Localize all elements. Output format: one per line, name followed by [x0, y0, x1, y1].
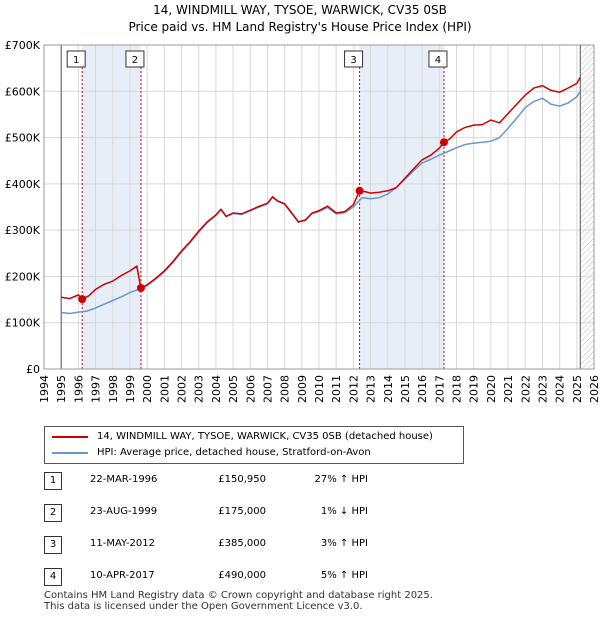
sale-point	[439, 138, 448, 147]
shaded-period	[359, 45, 444, 369]
sale-marker-box	[125, 50, 145, 68]
chart-subtitle: Price paid vs. HM Land Registry's House …	[128, 20, 471, 34]
sale-row: 1 22-MAR-1996 £150,950 27% ↑ HPI	[44, 472, 444, 490]
x-tick-label: 2021	[502, 375, 515, 403]
sale-marker-box	[66, 50, 86, 68]
legend: 14, WINDMILL WAY, TYSOE, WARWICK, CV35 0…	[44, 426, 464, 464]
x-tick-label: 2013	[365, 375, 378, 403]
sale-row: 4 10-APR-2017 £490,000 5% ↑ HPI	[44, 568, 444, 586]
x-tick-label: 2015	[399, 375, 412, 403]
sale-hpi-diff: 5% ↑ HPI	[320, 570, 368, 581]
sale-point	[136, 284, 145, 292]
legend-label-hpi: HPI: Average price, detached house, Stra…	[97, 447, 371, 458]
y-tick-label: £200K	[5, 270, 41, 283]
chart-title: 14, WINDMILL WAY, TYSOE, WARWICK, CV35 0…	[153, 3, 447, 17]
sale-price: £150,950	[218, 474, 266, 485]
sale-row: 3 11-MAY-2012 £385,000 3% ↑ HPI	[44, 536, 444, 554]
x-tick-label: 2026	[588, 375, 600, 403]
footer-line: Contains HM Land Registry data © Crown c…	[44, 590, 433, 601]
x-tick-label: 1998	[107, 375, 120, 403]
sale-marker-label: 3	[350, 55, 356, 66]
x-tick-label: 1995	[55, 375, 68, 403]
sale-number-badge: 4	[44, 568, 62, 586]
x-tick-label: 2003	[193, 375, 206, 403]
x-tick-label: 2005	[227, 375, 240, 403]
sale-price: £490,000	[218, 570, 266, 581]
sale-marker-label: 2	[132, 55, 138, 66]
x-tick-label: 2010	[313, 375, 326, 403]
y-tick-label: £500K	[5, 132, 41, 145]
x-tick-label: 2019	[468, 375, 481, 403]
sale-hpi-diff: 27% ↑ HPI	[314, 474, 368, 485]
sale-point	[78, 295, 87, 304]
x-tick-label: 1994	[38, 375, 51, 403]
legend-swatch-hpi	[52, 452, 88, 454]
x-tick-label: 2012	[347, 375, 360, 403]
plot-frame	[43, 44, 595, 370]
legend-swatch-property	[52, 436, 88, 438]
sale-marker-label: 1	[73, 55, 79, 66]
x-tick-label: 2023	[536, 375, 549, 403]
sale-marker-box	[344, 50, 364, 68]
x-tick-label: 2001	[158, 375, 171, 403]
y-tick-label: £0	[26, 363, 40, 376]
sale-marker-box	[428, 50, 448, 68]
sale-row: 2 23-AUG-1999 £175,000 1% ↓ HPI	[44, 504, 444, 522]
sale-date: 23-AUG-1999	[90, 506, 158, 517]
x-tick-label: 2002	[176, 375, 189, 403]
x-tick-label: 2016	[416, 375, 429, 403]
legend-label-property: 14, WINDMILL WAY, TYSOE, WARWICK, CV35 0…	[97, 431, 433, 442]
x-tick-label: 2000	[141, 375, 154, 403]
x-tick-label: 2022	[519, 375, 532, 403]
x-tick-label: 2024	[554, 375, 567, 403]
x-tick-label: 2008	[279, 375, 292, 403]
sale-date: 10-APR-2017	[90, 570, 155, 581]
x-tick-label: 2020	[485, 375, 498, 403]
plot-area: 1 2 3 4 £0 £100K £200K £300K £400K £500K £600K £700…	[5, 39, 600, 403]
y-tick-label: £600K	[5, 85, 41, 98]
sale-marker-label: 4	[435, 55, 441, 66]
y-tick-label: £300K	[5, 224, 41, 237]
x-tick-label: 2004	[210, 375, 223, 403]
sale-date: 11-MAY-2012	[90, 538, 156, 549]
future-hatch	[580, 45, 594, 369]
price-chart: 14, WINDMILL WAY, TYSOE, WARWICK, CV35 0…	[5, 3, 600, 403]
shaded-period	[82, 45, 141, 369]
x-tick-label: 2018	[451, 375, 464, 403]
sale-hpi-diff: 1% ↓ HPI	[320, 506, 368, 517]
footer-attribution: Contains HM Land Registry data © Crown c…	[44, 590, 433, 612]
sale-point	[355, 186, 364, 195]
x-tick-label: 2006	[244, 375, 257, 403]
x-tick-label: 2025	[571, 375, 584, 403]
footer-line: This data is licensed under the Open Gov…	[44, 601, 363, 612]
x-tick-label: 1999	[124, 375, 137, 403]
sale-price: £385,000	[218, 538, 266, 549]
x-tick-label: 1996	[72, 375, 85, 403]
y-tick-label: £100K	[5, 317, 41, 330]
x-tick-label: 2017	[433, 375, 446, 403]
sale-number-badge: 3	[44, 536, 62, 554]
x-tick-label: 2009	[296, 375, 309, 403]
x-tick-label: 2007	[261, 375, 274, 403]
x-tick-label: 1997	[90, 375, 103, 403]
sale-number-badge: 2	[44, 504, 62, 522]
sale-price: £175,000	[218, 506, 266, 517]
x-tick-label: 2011	[330, 375, 343, 403]
sale-hpi-diff: 3% ↑ HPI	[320, 538, 368, 549]
sale-date: 22-MAR-1996	[90, 474, 158, 485]
y-tick-label: £400K	[5, 178, 41, 191]
y-tick-label: £700K	[5, 39, 41, 52]
x-tick-label: 2014	[382, 375, 395, 403]
sale-number-badge: 1	[44, 472, 62, 490]
